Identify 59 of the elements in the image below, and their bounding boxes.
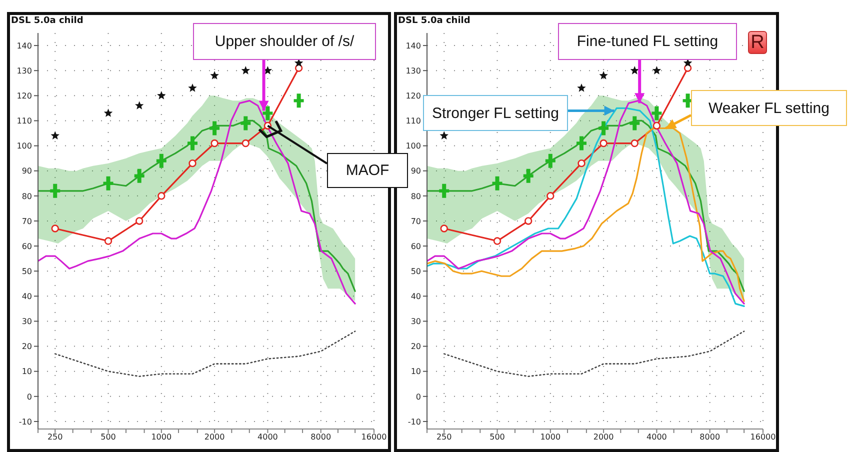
callout-box: Upper shoulder of /s/ [193,23,376,60]
x-tick-label: 1000 [151,432,172,442]
y-tick-label: 10 [22,367,32,376]
y-tick-label: 120 [16,92,32,100]
y-tick-label: 100 [406,142,421,151]
y-tick-label: 0 [416,392,421,402]
y-tick-label: 80 [410,192,421,201]
y-tick-label: 140 [406,41,421,50]
x-tick-label: 8000 [310,432,332,442]
annotation: Stronger FL setting [432,104,559,122]
x-tick-label: 8000 [700,432,720,442]
y-tick-label: 120 [406,92,421,100]
y-tick-label: 30 [410,317,421,326]
chart-title: DSL 5.0a child [398,16,470,27]
y-tick-label: 140 [16,41,32,50]
x-tick-label: 4000 [258,432,278,442]
y-tick-label: 110 [406,116,421,126]
annotation: Weaker FL setting [708,100,830,116]
y-tick-label: 20 [410,342,421,352]
x-tick-label: 2000 [593,432,614,442]
annotation: Fine-tuned FL setting [576,33,718,50]
badge-button: R [748,31,767,54]
x-tick-label: 500 [100,432,116,442]
callout-box: MAOF [327,153,408,188]
callout-box: Stronger FL setting [423,95,568,131]
y-tick-label: 40 [410,292,421,302]
y-tick-label: 90 [22,166,32,176]
x-tick-label: 1000 [540,432,561,442]
y-tick-label: -10 [18,417,32,426]
y-tick-label: 30 [22,317,32,326]
y-tick-label: 60 [410,242,421,251]
y-tick-label: 60 [22,242,32,251]
callout-box: Weaker FL setting [691,90,847,126]
chart-title: DSL 5.0a child [11,16,84,27]
y-tick-label: 70 [22,216,32,226]
annotation: MAOF [346,162,390,179]
y-tick-label: 90 [410,166,421,176]
x-tick-label: 500 [490,432,505,442]
y-tick-label: 0 [26,392,32,402]
y-tick-label: 130 [406,66,421,76]
y-tick-label: 40 [22,292,32,302]
y-tick-label: 70 [410,216,421,226]
y-tick-label: 20 [22,342,32,352]
y-tick-label: -10 [408,417,421,426]
x-tick-label: 16000 [750,432,776,442]
x-tick-label: 2000 [204,432,225,442]
callout-box: Fine-tuned FL setting [558,23,737,60]
y-tick-label: 80 [22,192,32,201]
x-tick-label: 4000 [646,432,667,442]
y-tick-label: 50 [410,266,421,276]
annotation: Upper shoulder of /s/ [214,33,354,50]
x-tick-label: 250 [47,432,63,442]
y-tick-label: 10 [410,367,421,376]
x-tick-label: 250 [436,432,452,442]
y-tick-label: 100 [16,142,32,151]
y-tick-label: 50 [22,266,32,276]
x-tick-label: 16000 [361,432,387,442]
y-tick-label: 110 [16,116,32,126]
y-tick-label: 130 [16,66,32,76]
